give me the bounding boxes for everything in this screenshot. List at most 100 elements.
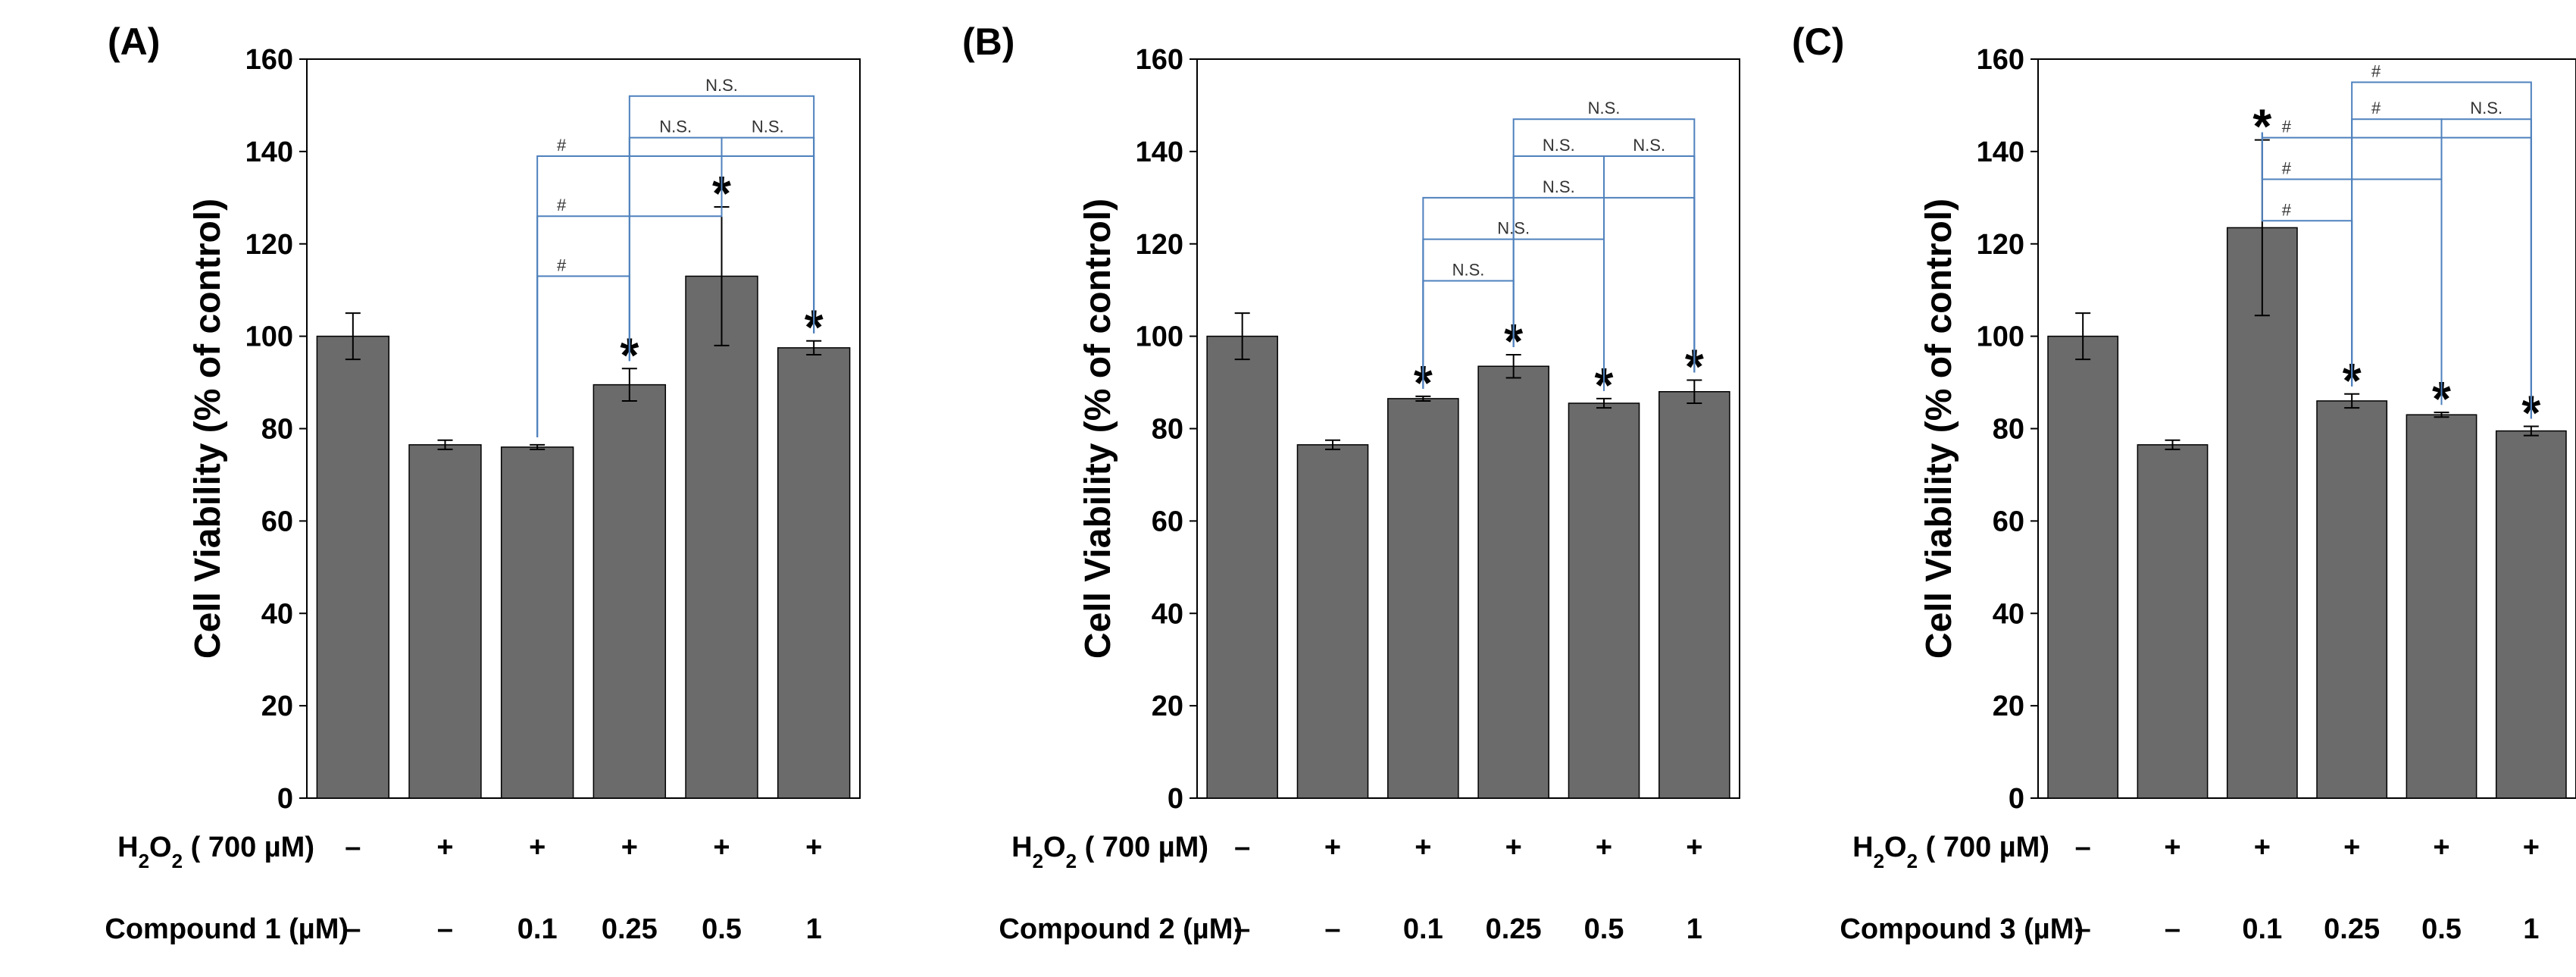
significance-bracket xyxy=(1422,196,1696,389)
significance-bracket xyxy=(1512,118,1696,373)
h2o2-condition: + xyxy=(436,831,453,863)
bracket-label: N.S. xyxy=(1588,99,1621,117)
y-tick-label: 120 xyxy=(1977,229,2024,261)
h2o2-sub: 2 xyxy=(172,850,183,872)
plot-frame xyxy=(2037,58,2576,799)
compound-condition: 0.1 xyxy=(1403,913,1443,945)
y-tick-label: 40 xyxy=(261,598,293,630)
h2o2-row-label: H2O2 ( 700 µM) xyxy=(117,831,314,872)
h2o2-condition: + xyxy=(2433,831,2449,863)
bar xyxy=(2406,414,2478,799)
y-tick-label: 60 xyxy=(1152,506,1183,537)
significance-bracket xyxy=(2440,118,2532,419)
bar xyxy=(2316,400,2388,799)
h2o2-condition: + xyxy=(2343,831,2360,863)
y-axis-title: Cell Viability (% of control) xyxy=(1078,199,1118,659)
bar xyxy=(500,446,574,799)
bar xyxy=(316,335,390,799)
y-tick-label: 60 xyxy=(1993,506,2024,537)
y-tick-label: 100 xyxy=(1977,321,2024,353)
compound-condition: 0.1 xyxy=(2242,913,2282,945)
y-tick-label: 140 xyxy=(1136,136,1183,168)
compound-condition: 1 xyxy=(1687,913,1702,945)
y-tick-label: 120 xyxy=(1136,229,1183,261)
h2o2-condition: + xyxy=(529,831,546,863)
y-tick-label: 100 xyxy=(1136,321,1183,353)
panel-b: 0 20 40 60 80 100 120 140 160 Cell Viability (% o… xyxy=(962,20,1740,945)
h2o2-condition: – xyxy=(2075,831,2091,863)
compound-condition: – xyxy=(2165,913,2181,945)
significance-bracket xyxy=(628,95,815,362)
bracket-label: N.S. xyxy=(1633,136,1665,155)
plot-frame xyxy=(1196,58,1740,799)
h2o2-condition: + xyxy=(2254,831,2271,863)
compound-condition: 0.25 xyxy=(602,913,658,945)
bracket-label: # xyxy=(2371,61,2381,80)
significance-bracket xyxy=(536,155,815,437)
y-tick-label: 120 xyxy=(245,229,293,261)
h2o2-conc: ( 700 µM) xyxy=(183,831,314,863)
bracket-label: N.S. xyxy=(1452,261,1485,280)
h2o2-o: O xyxy=(1884,831,1907,863)
panel-label: (A) xyxy=(108,20,160,63)
h2o2-sub: 2 xyxy=(139,850,149,872)
compound-condition: – xyxy=(437,913,453,945)
h2o2-conc: ( 700 µM) xyxy=(1918,831,2049,863)
bar xyxy=(1387,398,1459,799)
compound-condition: 0.25 xyxy=(2324,913,2380,945)
h2o2-condition: + xyxy=(713,831,730,863)
y-tick-label: 80 xyxy=(261,414,293,446)
bracket-label: # xyxy=(557,255,567,274)
panel-label: (C) xyxy=(1792,20,1844,63)
bracket-label: N.S. xyxy=(752,117,784,136)
h2o2-condition: + xyxy=(1596,831,1612,863)
compound-condition: 0.25 xyxy=(1486,913,1542,945)
h2o2-row-label: H2O2 ( 700 µM) xyxy=(1011,831,1208,872)
significance-bracket xyxy=(2351,118,2443,406)
bracket-label: # xyxy=(2282,117,2292,136)
bar xyxy=(777,347,851,799)
h2o2-h: H xyxy=(117,831,138,863)
compound-condition: – xyxy=(345,913,361,945)
h2o2-condition: + xyxy=(2523,831,2540,863)
h2o2-condition: – xyxy=(345,831,361,863)
compound-condition: 1 xyxy=(806,913,822,945)
bar xyxy=(685,275,758,799)
h2o2-condition: + xyxy=(1415,831,1431,863)
compound-condition: – xyxy=(1234,913,1250,945)
compound-row-label: Compound 3 (µM) xyxy=(1840,913,2084,945)
bracket-label: # xyxy=(2282,158,2292,177)
bar xyxy=(1658,391,1730,799)
h2o2-h: H xyxy=(1011,831,1032,863)
h2o2-o: O xyxy=(1043,831,1066,863)
bar xyxy=(1568,402,1640,799)
h2o2-h: H xyxy=(1852,831,1873,863)
compound-condition: 0.5 xyxy=(2421,913,2462,945)
significance-bracket xyxy=(1603,155,1696,391)
y-tick-label: 160 xyxy=(1136,44,1183,76)
y-tick-label: 160 xyxy=(1977,44,2024,76)
compound-condition: – xyxy=(2075,913,2091,945)
h2o2-conc: ( 700 µM) xyxy=(1077,831,1208,863)
y-tick-label: 160 xyxy=(245,44,293,76)
significance-bracket xyxy=(2261,132,2532,419)
h2o2-o: O xyxy=(149,831,172,863)
y-tick-label: 80 xyxy=(1152,414,1183,446)
bar xyxy=(2226,227,2298,799)
h2o2-condition: + xyxy=(1324,831,1341,863)
y-tick-label: 0 xyxy=(1168,783,1183,815)
y-tick-label: 140 xyxy=(245,136,293,168)
h2o2-sub: 2 xyxy=(1033,850,1043,872)
bar xyxy=(2495,430,2567,799)
bracket-label: N.S. xyxy=(1543,177,1575,196)
h2o2-condition: + xyxy=(2164,831,2181,863)
bracket-label: N.S. xyxy=(705,76,738,95)
panel-a: 0 20 40 60 80 100 120 140 160 Cell Viability (% o… xyxy=(105,20,861,945)
h2o2-sub: 2 xyxy=(1874,850,1884,872)
panel-c: 0 20 40 60 80 100 120 140 160 Cell Viability (% o… xyxy=(1792,20,2576,945)
h2o2-condition: – xyxy=(1234,831,1250,863)
y-tick-label: 80 xyxy=(1993,414,2024,446)
h2o2-sub: 2 xyxy=(1907,850,1918,872)
bracket-label: # xyxy=(2371,99,2381,117)
